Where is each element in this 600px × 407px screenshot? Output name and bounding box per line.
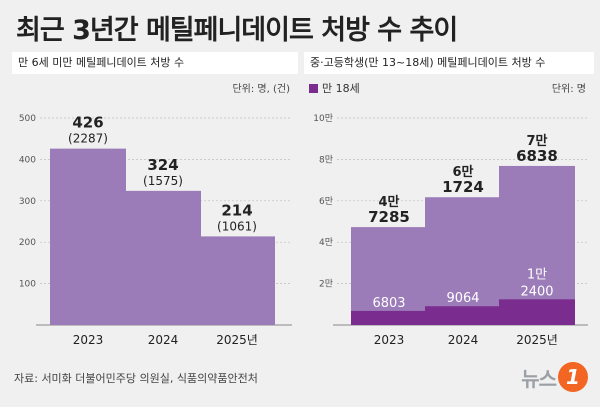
bar-segment-age18 — [425, 306, 501, 325]
left-panel-title: 만 6세 미만 메틸페니데이트 처방 수 — [12, 52, 298, 74]
legend: 만 18세 — [309, 80, 360, 96]
legend-swatch — [309, 84, 318, 93]
bar-segment-age18 — [351, 310, 427, 325]
x-tick-label: 2024 — [148, 333, 179, 347]
bar-segment-label: 2400 — [520, 284, 553, 299]
bar-value-label: 214 — [221, 201, 252, 219]
bar-segment-label: 6803 — [372, 296, 405, 311]
bar-sub-label: (1575) — [143, 174, 183, 188]
bar-segment-label: 1만 — [527, 267, 547, 282]
bar-total-label: 6838 — [516, 147, 558, 165]
bar — [125, 190, 201, 325]
source-note: 자료: 서미화 더불어민주당 의원실, 식품의약품안전처 — [14, 372, 258, 385]
y-tick-label: 100 — [19, 280, 36, 290]
logo-word: 뉴스 — [521, 366, 557, 391]
bar-total-label: 6만 — [452, 164, 473, 180]
x-tick-label: 2024 — [448, 333, 479, 347]
right-unit-label: 단위: 명 — [551, 84, 586, 95]
x-tick-label: 2023 — [73, 333, 104, 347]
bar — [199, 236, 275, 325]
bar-total-label: 7만 — [526, 133, 547, 149]
bar-sub-label: (2287) — [68, 132, 108, 146]
bar-total-label: 1724 — [442, 178, 484, 196]
news1-logo: 뉴스 1 — [521, 362, 588, 392]
bar-total — [499, 165, 575, 325]
right-panel-title: 중·고등학생(만 13~18세) 메틸페니데이트 처방 수 — [304, 52, 594, 74]
y-tick-label: 8만 — [319, 154, 333, 165]
bar-total — [351, 227, 427, 325]
left-unit-label: 단위: 명, (건) — [232, 84, 290, 95]
y-tick-label: 2만 — [319, 279, 333, 290]
page-title: 최근 3년간 메틸페니데이트 처방 수 추이 — [16, 15, 458, 46]
bar-total — [425, 197, 501, 325]
y-tick-label: 200 — [19, 238, 36, 248]
bar-sub-label: (1061) — [217, 219, 257, 233]
x-tick-label: 2023 — [374, 333, 405, 347]
logo-badge: 1 — [558, 362, 588, 392]
bar-segment-label: 9064 — [446, 291, 479, 306]
x-tick-label: 2025년 — [516, 333, 558, 347]
bar-segment-age18 — [499, 299, 575, 325]
y-tick-label: 300 — [19, 197, 36, 207]
y-tick-label: 400 — [19, 155, 36, 165]
y-tick-label: 500 — [19, 114, 36, 124]
bar — [50, 148, 126, 325]
y-tick-label: 4만 — [319, 237, 333, 248]
y-tick-label: 6만 — [319, 196, 333, 207]
bar-total-label: 7285 — [368, 208, 410, 226]
legend-label: 만 18세 — [322, 82, 360, 95]
y-tick-label: 10만 — [313, 113, 333, 124]
x-tick-label: 2025년 — [216, 333, 258, 347]
bar-total-label: 4만 — [378, 194, 399, 210]
bar-value-label: 426 — [72, 114, 103, 132]
bar-value-label: 324 — [147, 156, 178, 174]
